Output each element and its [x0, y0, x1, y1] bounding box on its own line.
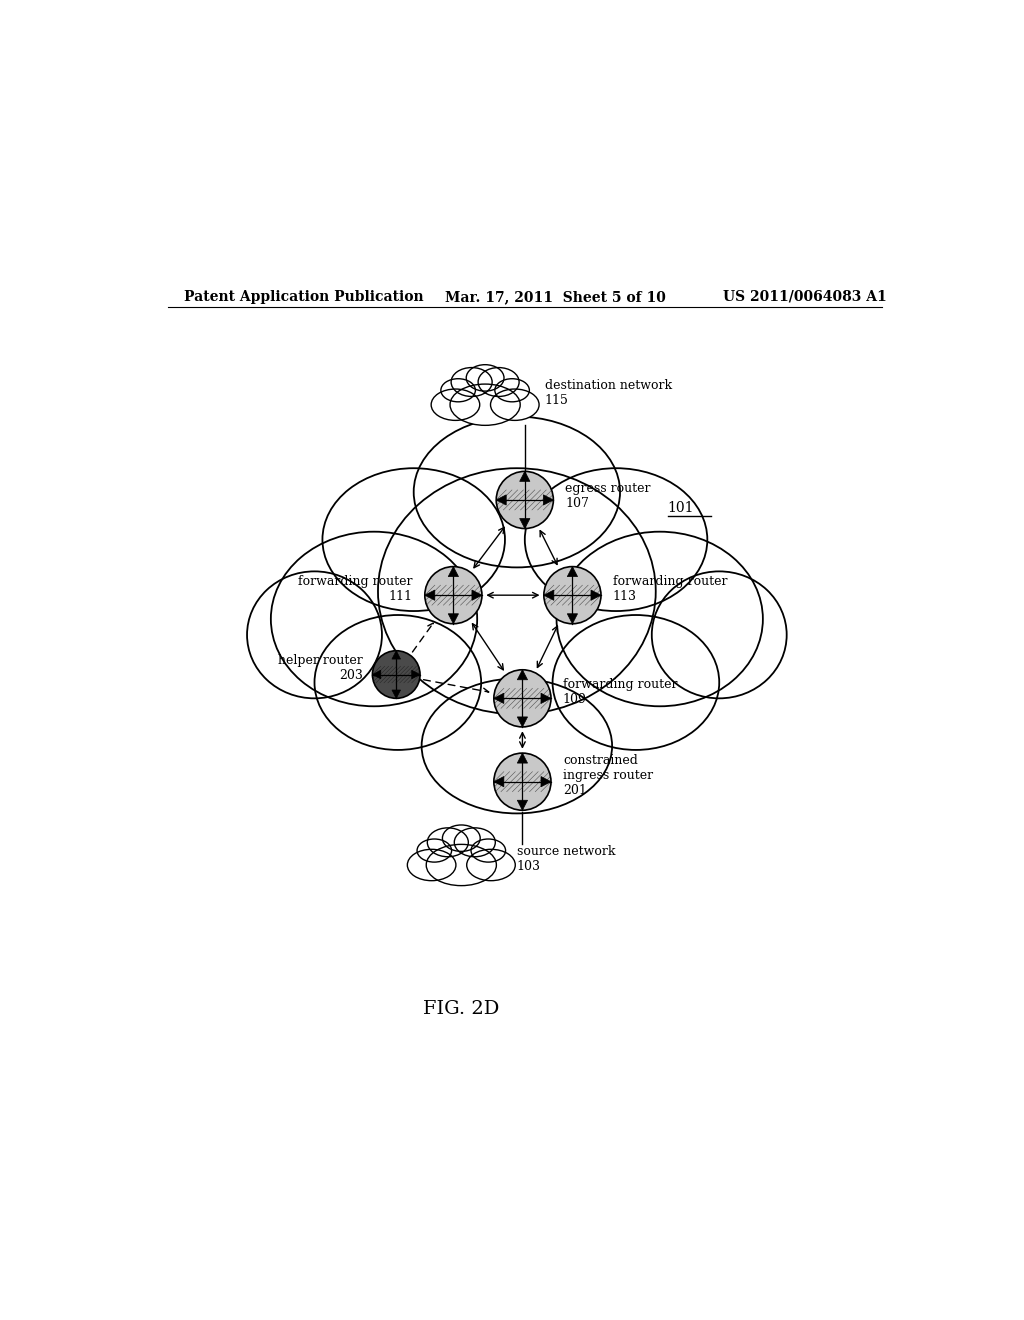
- Text: forwarding router
113: forwarding router 113: [613, 574, 727, 603]
- Ellipse shape: [441, 379, 475, 401]
- Polygon shape: [591, 590, 601, 601]
- Text: 101: 101: [668, 500, 694, 515]
- Polygon shape: [392, 690, 400, 698]
- Ellipse shape: [450, 384, 520, 425]
- Circle shape: [373, 651, 420, 698]
- Ellipse shape: [270, 532, 477, 706]
- Text: source network
103: source network 103: [517, 845, 615, 873]
- Ellipse shape: [553, 615, 719, 750]
- Ellipse shape: [247, 572, 382, 698]
- Ellipse shape: [422, 678, 612, 813]
- Ellipse shape: [452, 367, 493, 396]
- Ellipse shape: [431, 389, 479, 420]
- Ellipse shape: [495, 379, 529, 401]
- Polygon shape: [567, 614, 578, 624]
- Ellipse shape: [490, 389, 539, 420]
- Ellipse shape: [323, 469, 505, 611]
- Polygon shape: [472, 590, 482, 601]
- Polygon shape: [517, 754, 527, 763]
- Polygon shape: [544, 590, 554, 601]
- Circle shape: [497, 471, 553, 528]
- Polygon shape: [519, 519, 530, 528]
- Polygon shape: [519, 471, 530, 482]
- Text: destination network
115: destination network 115: [545, 379, 672, 407]
- Polygon shape: [392, 651, 400, 659]
- Ellipse shape: [414, 417, 621, 568]
- Text: Patent Application Publication: Patent Application Publication: [183, 290, 423, 304]
- Text: egress router
107: egress router 107: [565, 482, 651, 510]
- Polygon shape: [541, 693, 551, 704]
- Circle shape: [544, 566, 601, 624]
- Ellipse shape: [408, 849, 456, 880]
- Polygon shape: [449, 614, 459, 624]
- Circle shape: [494, 754, 551, 810]
- Ellipse shape: [427, 828, 468, 857]
- Text: helper router
203: helper router 203: [279, 655, 362, 682]
- Polygon shape: [449, 566, 459, 577]
- Ellipse shape: [378, 469, 655, 714]
- Ellipse shape: [478, 367, 519, 396]
- Text: forwarding router
109: forwarding router 109: [563, 678, 678, 706]
- Text: forwarding router
111: forwarding router 111: [298, 574, 413, 603]
- Text: Mar. 17, 2011  Sheet 5 of 10: Mar. 17, 2011 Sheet 5 of 10: [445, 290, 667, 304]
- Ellipse shape: [455, 828, 496, 857]
- Polygon shape: [541, 776, 551, 787]
- Ellipse shape: [426, 845, 497, 886]
- Ellipse shape: [525, 469, 708, 611]
- Ellipse shape: [651, 572, 786, 698]
- Ellipse shape: [466, 364, 504, 391]
- Polygon shape: [494, 693, 504, 704]
- Ellipse shape: [467, 849, 515, 880]
- Polygon shape: [412, 671, 420, 678]
- Polygon shape: [517, 669, 527, 680]
- Text: constrained
ingress router
201: constrained ingress router 201: [563, 754, 653, 797]
- Polygon shape: [497, 495, 506, 506]
- Polygon shape: [517, 800, 527, 810]
- Circle shape: [494, 669, 551, 727]
- Text: US 2011/0064083 A1: US 2011/0064083 A1: [723, 290, 887, 304]
- Ellipse shape: [557, 532, 763, 706]
- Ellipse shape: [417, 840, 452, 862]
- Polygon shape: [517, 717, 527, 727]
- Polygon shape: [544, 495, 553, 506]
- Ellipse shape: [442, 825, 480, 851]
- Polygon shape: [567, 566, 578, 577]
- Text: FIG. 2D: FIG. 2D: [423, 1001, 500, 1019]
- Polygon shape: [425, 590, 435, 601]
- Polygon shape: [373, 671, 381, 678]
- Polygon shape: [494, 776, 504, 787]
- Ellipse shape: [314, 615, 481, 750]
- Circle shape: [425, 566, 482, 624]
- Ellipse shape: [471, 840, 506, 862]
